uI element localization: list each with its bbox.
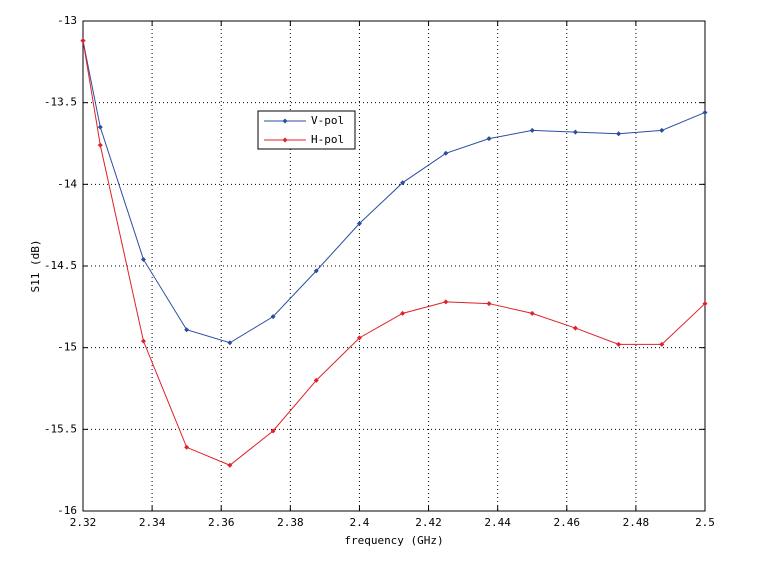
point bbox=[486, 136, 492, 142]
point bbox=[616, 131, 622, 137]
legend: V-pol H-pol bbox=[257, 110, 356, 150]
x-tick-label: 2.44 bbox=[484, 516, 511, 529]
x-tick-label: 2.34 bbox=[139, 516, 166, 529]
legend-box bbox=[257, 110, 356, 150]
legend-marker bbox=[282, 137, 288, 143]
point bbox=[400, 310, 406, 316]
point bbox=[313, 377, 319, 383]
point bbox=[140, 256, 146, 262]
x-tick-label: 2.36 bbox=[208, 516, 235, 529]
point bbox=[529, 127, 535, 133]
x-tick-label: 2.4 bbox=[350, 516, 370, 529]
point bbox=[227, 340, 233, 346]
point bbox=[529, 310, 535, 316]
x-tick-label: 2.42 bbox=[415, 516, 442, 529]
legend-marker bbox=[282, 118, 288, 124]
x-tick-label: 2.46 bbox=[554, 516, 581, 529]
x-tick-label: 2.48 bbox=[623, 516, 650, 529]
point bbox=[140, 338, 146, 344]
y-axis-label: S11 (dB) bbox=[29, 240, 42, 293]
x-tick-label: 2.38 bbox=[277, 516, 304, 529]
point bbox=[356, 221, 362, 227]
legend-label: H-pol bbox=[311, 133, 344, 146]
y-tick-label: -13 bbox=[57, 14, 77, 27]
point bbox=[313, 268, 319, 274]
y-tick-label: -16 bbox=[57, 504, 77, 517]
legend-label: V-pol bbox=[311, 114, 344, 127]
x-tick-label: 2.5 bbox=[695, 516, 715, 529]
series-line bbox=[82, 40, 706, 466]
y-tick-label: -15 bbox=[57, 341, 77, 354]
point bbox=[616, 341, 622, 347]
y-tick-label: -14 bbox=[57, 177, 77, 190]
point bbox=[97, 124, 103, 130]
x-tick-label: 2.32 bbox=[70, 516, 97, 529]
point bbox=[486, 301, 492, 307]
point bbox=[702, 301, 708, 307]
point bbox=[356, 335, 362, 341]
point bbox=[270, 314, 276, 320]
point bbox=[659, 341, 665, 347]
point bbox=[400, 180, 406, 186]
point bbox=[227, 462, 233, 468]
point bbox=[443, 299, 449, 305]
axes-box bbox=[82, 20, 706, 512]
point bbox=[97, 142, 103, 148]
point bbox=[184, 444, 190, 450]
y-tick-label: -14.5 bbox=[44, 259, 77, 272]
y-tick-label: -15.5 bbox=[44, 422, 77, 435]
point bbox=[184, 327, 190, 333]
point bbox=[80, 38, 86, 44]
point bbox=[270, 428, 276, 434]
point bbox=[659, 127, 665, 133]
point bbox=[443, 150, 449, 156]
point bbox=[702, 109, 708, 115]
x-axis-label: frequency (GHz) bbox=[344, 534, 443, 547]
y-tick-label: -13.5 bbox=[44, 96, 77, 109]
point bbox=[572, 325, 578, 331]
point bbox=[572, 129, 578, 135]
series-line bbox=[82, 40, 706, 344]
